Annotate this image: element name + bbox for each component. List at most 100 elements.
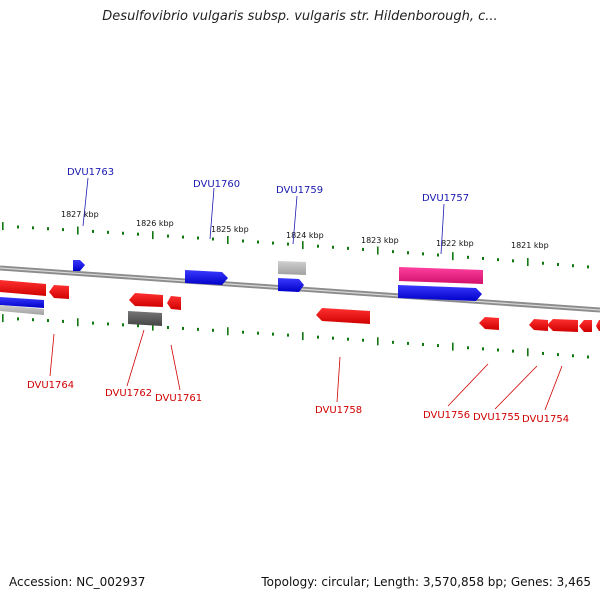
gene-label[interactable]: DVU1760: [193, 179, 240, 190]
major-tick: [527, 258, 529, 267]
minor-tick: [407, 341, 409, 345]
scale-ticks-inner: [2, 314, 589, 359]
major-tick: [452, 342, 454, 351]
gene-arrow[interactable]: [167, 296, 181, 310]
gene-arrow[interactable]: [128, 311, 162, 326]
minor-tick: [182, 235, 184, 239]
gene-arrow[interactable]: [316, 308, 370, 324]
minor-tick: [62, 319, 64, 323]
major-tick: [77, 226, 79, 235]
minor-tick: [167, 326, 169, 330]
minor-tick: [62, 228, 64, 232]
minor-tick: [92, 321, 94, 325]
map-title: Desulfovibrio vulgaris subsp. vulgaris s…: [102, 9, 498, 24]
minor-tick: [437, 253, 439, 257]
minor-tick: [317, 335, 319, 339]
minor-tick: [47, 227, 49, 231]
gene-arrow[interactable]: [479, 317, 499, 330]
minor-tick: [317, 244, 319, 248]
gene-arrow[interactable]: [0, 280, 46, 296]
gene-arrow[interactable]: [278, 278, 304, 292]
minor-tick: [257, 240, 259, 244]
minor-tick: [557, 353, 559, 357]
minor-tick: [122, 231, 124, 235]
minor-tick: [272, 332, 274, 336]
gene-label[interactable]: DVU1757: [422, 193, 469, 204]
kbp-label: 1825 kbp: [211, 225, 249, 234]
genes-reverse-strand[interactable]: [0, 280, 600, 332]
major-tick: [452, 252, 454, 261]
minor-tick: [92, 229, 94, 233]
major-tick: [2, 222, 4, 231]
minor-tick: [542, 261, 544, 265]
gene-label[interactable]: DVU1764: [27, 380, 74, 391]
minor-tick: [587, 265, 589, 269]
minor-tick: [347, 246, 349, 250]
minor-tick: [512, 259, 514, 263]
major-tick: [527, 348, 529, 357]
minor-tick: [407, 251, 409, 255]
minor-tick: [197, 236, 199, 240]
gene-label[interactable]: DVU1763: [67, 167, 114, 178]
minor-tick: [242, 330, 244, 334]
minor-tick: [287, 242, 289, 246]
major-tick: [2, 314, 4, 323]
minor-tick: [467, 255, 469, 259]
gene-arrow[interactable]: [398, 285, 482, 301]
major-tick: [152, 322, 154, 331]
gene-labels-bottom: DVU1764 DVU1762 DVU1761 DVU1758 DVU1756 …: [27, 329, 569, 425]
kbp-label: 1823 kbp: [361, 236, 399, 245]
minor-tick: [212, 237, 214, 241]
minor-tick: [467, 346, 469, 350]
minor-tick: [362, 247, 364, 251]
gene-arrow[interactable]: [278, 261, 306, 275]
kbp-label: 1822 kbp: [436, 239, 474, 248]
gene-arrow[interactable]: [129, 293, 163, 307]
gene-arrow[interactable]: [0, 297, 44, 308]
minor-tick: [17, 225, 19, 229]
gene-arrow[interactable]: [596, 320, 600, 331]
minor-tick: [557, 262, 559, 266]
minor-tick: [497, 348, 499, 352]
major-tick: [302, 332, 304, 341]
gene-label[interactable]: DVU1754: [522, 414, 569, 425]
gene-arrow[interactable]: [0, 305, 44, 315]
gene-arrow[interactable]: [49, 285, 69, 299]
gene-arrow[interactable]: [529, 319, 548, 331]
kbp-label: 1827 kbp: [61, 210, 99, 219]
gene-arrow[interactable]: [73, 260, 85, 271]
gene-labels-top: DVU1763 DVU1760 DVU1759 DVU1757: [67, 167, 469, 255]
kbp-label: 1821 kbp: [511, 241, 549, 250]
genes-forward-strand[interactable]: [0, 260, 483, 308]
gene-label[interactable]: DVU1759: [276, 185, 323, 196]
gene-arrow[interactable]: [399, 267, 483, 284]
minor-tick: [512, 349, 514, 353]
gene-label[interactable]: DVU1755: [473, 412, 520, 423]
major-tick: [302, 241, 304, 250]
major-tick: [227, 327, 229, 336]
minor-tick: [182, 326, 184, 330]
minor-tick: [482, 256, 484, 260]
major-tick: [377, 246, 379, 255]
minor-tick: [167, 234, 169, 238]
gene-label[interactable]: DVU1756: [423, 410, 470, 421]
scale-ticks-outer: [2, 222, 589, 269]
minor-tick: [287, 333, 289, 337]
gene-label[interactable]: DVU1758: [315, 405, 362, 416]
minor-tick: [17, 317, 19, 321]
gene-arrow[interactable]: [579, 320, 592, 332]
gene-arrow[interactable]: [185, 270, 228, 285]
minor-tick: [107, 322, 109, 326]
minor-tick: [107, 230, 109, 234]
accession-text: Accession: NC_002937: [9, 575, 146, 589]
minor-tick: [197, 327, 199, 331]
minor-tick: [212, 328, 214, 332]
gene-label[interactable]: DVU1762: [105, 388, 152, 399]
minor-tick: [437, 344, 439, 348]
minor-tick: [362, 338, 364, 342]
gene-label[interactable]: DVU1761: [155, 393, 202, 404]
minor-tick: [32, 318, 34, 322]
minor-tick: [392, 250, 394, 254]
gene-arrow[interactable]: [547, 319, 578, 332]
